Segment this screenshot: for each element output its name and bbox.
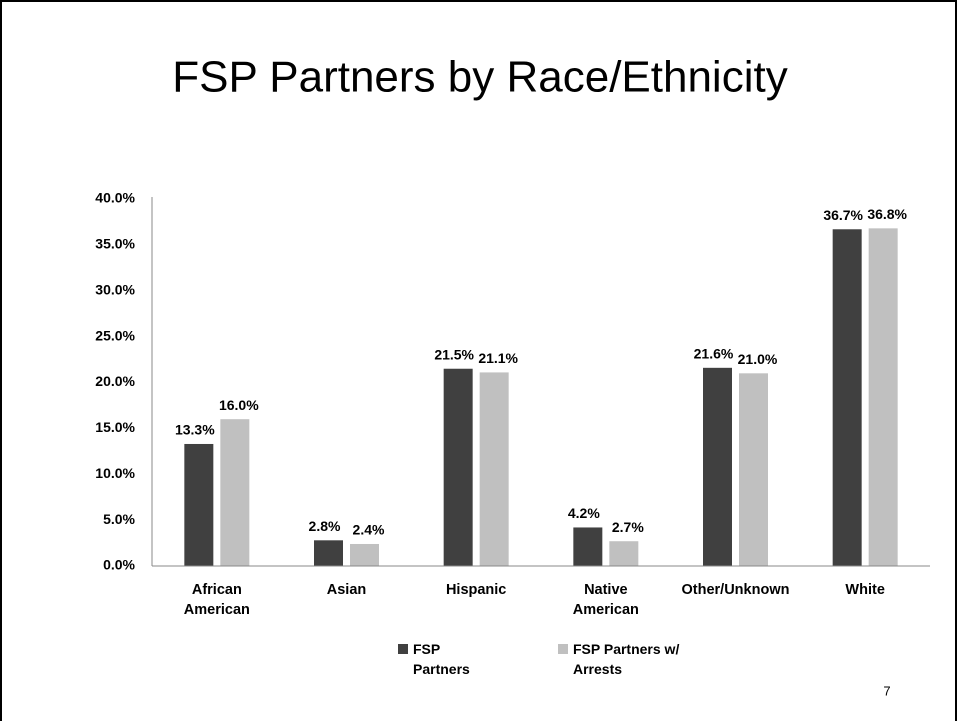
y-tick-label: 20.0%: [95, 373, 135, 389]
y-tick-label: 10.0%: [95, 465, 135, 481]
bar: [868, 228, 898, 567]
bar: [573, 527, 603, 566]
page-number: 7: [883, 683, 890, 698]
x-tick-label: Hispanic: [445, 582, 507, 598]
x-tick-label: Native American: [572, 582, 639, 618]
value-label: 4.2%: [568, 505, 600, 521]
legend-swatch: [558, 644, 568, 654]
bar: [443, 368, 473, 566]
chart-title: FSP Partners by Race/Ethnicity: [172, 53, 787, 102]
y-tick-label: 35.0%: [95, 236, 135, 252]
legend-label: FSP Partners: [413, 641, 470, 677]
y-tick-label: 40.0%: [95, 190, 135, 206]
bar: [609, 541, 639, 566]
x-tick-label: White: [845, 582, 885, 598]
bar: [479, 372, 509, 566]
value-label: 2.4%: [353, 522, 385, 538]
bar: [832, 229, 862, 566]
y-tick-label: 15.0%: [95, 419, 135, 435]
legend-swatch: [398, 644, 408, 654]
y-tick-label: 5.0%: [103, 511, 135, 527]
value-label: 21.1%: [478, 350, 518, 366]
value-label: 21.0%: [738, 351, 778, 367]
value-label: 2.8%: [309, 518, 341, 534]
y-tick-label: 25.0%: [95, 327, 135, 343]
value-label: 36.8%: [867, 206, 907, 222]
y-tick-label: 30.0%: [95, 281, 135, 297]
value-label: 13.3%: [175, 422, 215, 438]
bar: [220, 419, 250, 566]
bar: [739, 373, 768, 566]
bar: [314, 540, 343, 566]
x-tick-label: Other/Unknown: [681, 582, 790, 598]
value-label: 36.7%: [823, 207, 863, 223]
value-label: 21.6%: [694, 346, 734, 362]
value-label: 21.5%: [434, 346, 474, 362]
bar: [350, 543, 379, 566]
x-tick-label: African American: [183, 582, 250, 618]
value-label: 2.7%: [612, 519, 644, 535]
x-tick-label: Asian: [326, 582, 367, 598]
y-tick-label: 0.0%: [103, 557, 135, 573]
bar: [184, 443, 214, 566]
value-label: 16.0%: [219, 397, 259, 413]
bar: [703, 367, 732, 566]
legend-label: FSP Partners w/ Arrests: [573, 641, 680, 677]
